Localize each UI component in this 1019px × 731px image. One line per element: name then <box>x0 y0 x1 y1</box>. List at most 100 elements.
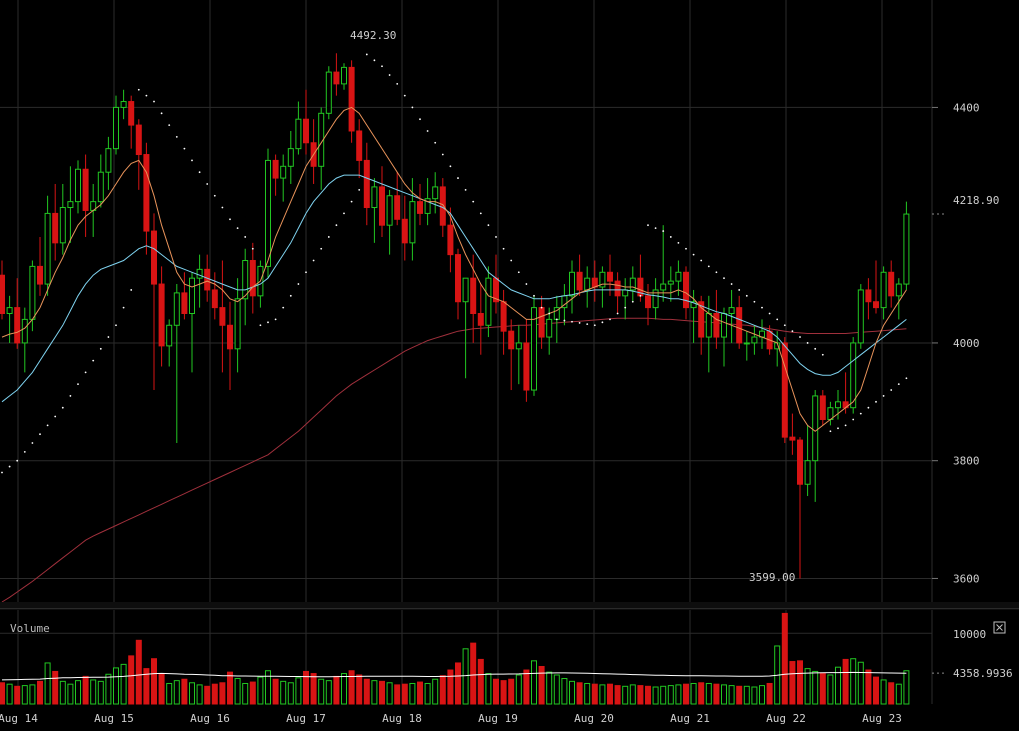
volume-bar <box>645 685 651 705</box>
candle-body <box>743 342 750 345</box>
sar-dot <box>677 241 680 244</box>
volume-bar <box>523 669 530 705</box>
volume-bar <box>59 680 66 705</box>
volume-bar <box>295 677 302 705</box>
candle-body <box>120 101 127 108</box>
volume-bar <box>189 682 195 705</box>
volume-bar <box>591 683 598 705</box>
candle-body <box>880 271 887 309</box>
candle-body <box>272 159 279 179</box>
candle-body <box>812 395 819 462</box>
pane-divider[interactable] <box>0 602 1019 610</box>
volume-bar <box>265 670 271 705</box>
volume-bar <box>865 669 872 705</box>
candle-body <box>538 307 545 338</box>
candle-body <box>219 307 226 326</box>
candle-body <box>614 280 621 297</box>
candle-body <box>158 283 165 347</box>
time-tick-label: Aug 21 <box>670 712 710 725</box>
candle-body <box>227 324 233 350</box>
sar-dot <box>274 318 277 321</box>
sar-dot <box>753 300 756 303</box>
candle-body <box>675 271 682 282</box>
candle-body <box>379 186 385 226</box>
candle-body <box>59 207 66 244</box>
volume-bar <box>21 685 28 705</box>
sar-dot <box>23 450 26 453</box>
candle-body <box>470 277 477 314</box>
candle-body <box>873 301 879 309</box>
candle-body <box>531 307 537 391</box>
sar-dot <box>449 165 452 168</box>
sar-dot <box>305 271 307 274</box>
sar-dot <box>479 212 482 215</box>
candle-body <box>591 277 598 288</box>
volume-bar <box>196 684 203 705</box>
sar-dot <box>289 294 292 297</box>
sar-dot <box>8 465 11 468</box>
volume-average-line <box>1 671 907 681</box>
volume-bar <box>128 655 135 705</box>
volume-bar <box>690 682 697 705</box>
candle-body <box>523 342 530 391</box>
candle-body <box>44 212 51 285</box>
sar-dot <box>837 427 839 430</box>
volume-bar <box>348 670 355 705</box>
volume-bar <box>698 682 705 705</box>
volume-bar <box>728 685 735 705</box>
candle-body <box>622 289 629 297</box>
volume-bar <box>477 658 484 705</box>
sar-dot <box>867 406 870 409</box>
volume-bar <box>242 682 249 705</box>
volume-bar <box>561 678 568 705</box>
sar-dot <box>358 188 361 191</box>
sar-dot <box>609 318 611 321</box>
candle-body <box>569 271 575 297</box>
volume-bar <box>721 684 727 705</box>
candle-body <box>295 118 302 150</box>
candlestick-series <box>0 53 910 579</box>
candle-body <box>128 101 135 126</box>
candle-body <box>181 292 188 314</box>
candle-body <box>607 271 613 282</box>
parabolic-sar-layer <box>1 53 908 474</box>
volume-bar <box>143 668 150 705</box>
volume-bar <box>447 669 454 705</box>
candle-body <box>690 301 697 309</box>
candle-body <box>189 277 195 314</box>
candle-body <box>485 277 492 326</box>
volume-bar <box>531 660 537 705</box>
sar-dot <box>593 324 596 327</box>
volume-bar <box>781 612 788 705</box>
volume-bar <box>804 668 811 705</box>
candle-body <box>242 260 249 300</box>
sar-dot <box>198 171 201 174</box>
candle-body <box>477 313 484 326</box>
sar-dot <box>259 324 262 327</box>
candle-body <box>819 395 826 420</box>
last-price-label: 4218.90 <box>953 194 999 207</box>
volume-bar <box>683 683 689 705</box>
sar-dot <box>130 289 133 291</box>
candle-body <box>386 195 393 226</box>
candle-body <box>667 280 674 285</box>
close-volume-pane-button[interactable] <box>993 621 1006 634</box>
sar-dot <box>578 322 581 324</box>
candle-body <box>105 148 112 173</box>
sar-dot <box>388 74 391 76</box>
volume-bar <box>584 682 591 705</box>
sar-dot <box>669 236 672 238</box>
sar-dot <box>654 227 657 230</box>
sar-dot <box>616 312 619 315</box>
period-high-label: 4492.30 <box>350 29 396 42</box>
sar-dot <box>343 212 345 215</box>
candle-body <box>645 295 651 309</box>
sar-dot <box>700 259 703 262</box>
candle-body <box>652 289 659 309</box>
candle-body <box>363 159 370 209</box>
sar-dot <box>624 306 627 309</box>
candle-body <box>249 260 256 297</box>
candle-body <box>500 301 507 332</box>
volume-bar <box>880 679 887 705</box>
